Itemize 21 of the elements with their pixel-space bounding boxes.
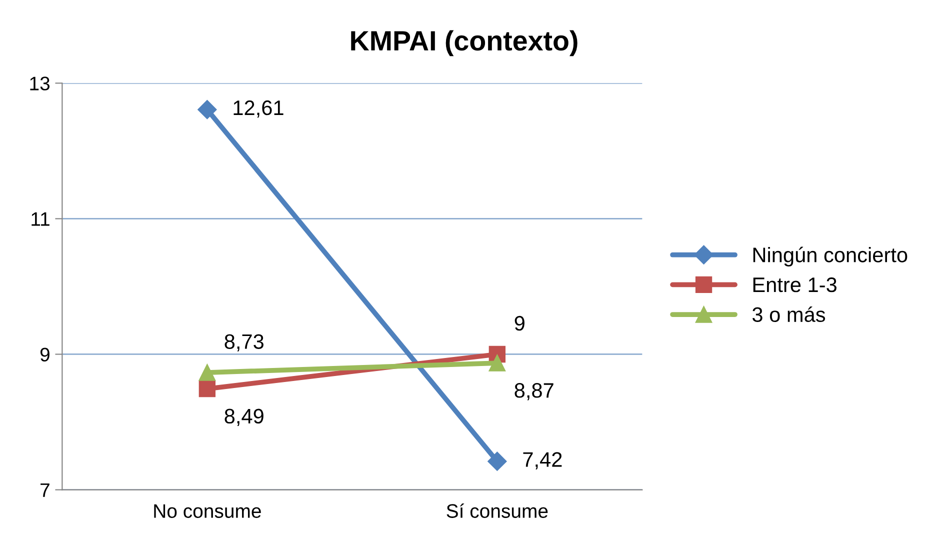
point — [488, 354, 506, 372]
data-label: 9 — [514, 316, 524, 331]
x-tick-label: Sí consume — [446, 503, 548, 518]
point — [198, 364, 216, 381]
data-label: 7,42 — [523, 452, 562, 470]
point — [488, 452, 507, 471]
point — [198, 380, 216, 398]
y-tick-label: 9 — [40, 348, 50, 362]
data-label: 12,61 — [234, 100, 284, 118]
legend-label: Ningún concierto — [753, 246, 908, 266]
data-label: 8,73 — [224, 334, 264, 352]
x-tick-label: No consume — [154, 504, 261, 518]
legend-label: Entre 1-3 — [753, 277, 836, 292]
legend-label: 3 o más — [752, 306, 826, 322]
y-tick-label: 7 — [40, 483, 50, 497]
y-tick-label: 13 — [30, 76, 50, 90]
chart-title: KMPAI (contexto) — [351, 30, 578, 56]
y-tick-label: 11 — [32, 212, 50, 226]
data-label: 8,87 — [514, 383, 554, 400]
point — [198, 100, 217, 120]
data-label: 8,49 — [224, 408, 264, 426]
